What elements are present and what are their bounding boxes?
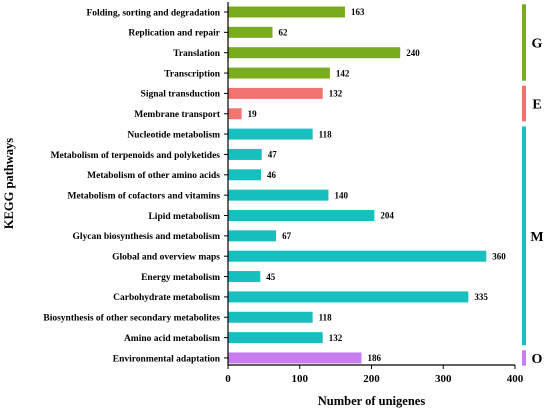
bar-nucleotide-metabolism: [228, 128, 313, 140]
category-label: Amino acid metabolism: [124, 334, 220, 344]
value-label: 118: [319, 129, 333, 139]
value-label: 67: [282, 231, 292, 241]
bar-membrane-transport: [228, 108, 242, 120]
value-label: 19: [248, 109, 258, 119]
value-label: 240: [406, 48, 420, 58]
bar-signal-transduction: [228, 87, 323, 99]
value-label: 132: [329, 89, 343, 99]
value-label: 163: [351, 7, 365, 17]
group-brackets: G E M O: [522, 4, 544, 367]
category-label: Replication and repair: [128, 29, 220, 39]
x-tick-label: 200: [363, 373, 380, 385]
x-tick-label: 100: [292, 373, 309, 385]
bars-layer: [228, 6, 487, 364]
value-label: 335: [474, 292, 488, 302]
value-label: 360: [492, 251, 506, 261]
value-label: 132: [329, 333, 343, 343]
bar-metabolism-of-terpenoids-and-polyketides: [228, 148, 262, 160]
category-label: Carbohydrate metabolism: [113, 293, 220, 303]
bar-translation: [228, 47, 401, 59]
group-bracket-o: [522, 350, 526, 366]
category-label: Environmental adaptation: [113, 354, 221, 364]
bar-environmental-adaptation: [228, 352, 362, 364]
bar-biosynthesis-of-other-secondary-metabolites: [228, 311, 313, 323]
bar-global-and-overview-maps: [228, 250, 487, 262]
category-label: Transcription: [164, 69, 220, 79]
group-label-e: E: [532, 98, 541, 113]
category-label: Lipid metabolism: [148, 212, 220, 222]
category-label: Metabolism of other amino acids: [87, 171, 220, 181]
category-label: Folding, sorting and degradation: [86, 8, 220, 18]
category-label: Global and overview maps: [112, 253, 220, 263]
bar-folding-sorting-and-degradation: [228, 6, 345, 18]
value-label: 204: [380, 211, 394, 221]
group-label-o: O: [532, 352, 543, 367]
group-bracket-g: [522, 4, 526, 81]
category-label: Signal transduction: [141, 90, 221, 100]
value-label: 45: [266, 272, 276, 282]
category-label: Biosynthesis of other secondary metaboli…: [43, 314, 220, 324]
bar-metabolism-of-cofactors-and-vitamins: [228, 189, 329, 201]
category-label: Energy metabolism: [141, 273, 220, 283]
category-labels: Folding, sorting and degradation Replicat…: [43, 8, 220, 364]
bar-carbohydrate-metabolism: [228, 291, 469, 303]
value-label: 118: [319, 312, 333, 322]
group-bracket-m: [522, 126, 526, 346]
category-label: Metabolism of cofactors and vitamins: [67, 191, 220, 201]
category-label: Glycan biosynthesis and metabolism: [72, 232, 220, 242]
bar-lipid-metabolism: [228, 210, 375, 221]
category-label: Membrane transport: [134, 110, 221, 120]
bar-energy-metabolism: [228, 271, 261, 283]
group-label-m: M: [530, 230, 543, 245]
bar-amino-acid-metabolism: [228, 332, 323, 344]
value-label: 47: [268, 150, 278, 160]
bar-replication-and-repair: [228, 26, 273, 38]
bar-glycan-biosynthesis-and-metabolism: [228, 230, 277, 242]
group-bracket-e: [522, 85, 526, 122]
value-label: 46: [267, 170, 277, 180]
value-label: 186: [367, 353, 381, 363]
bar-metabolism-of-other-amino-acids: [228, 169, 261, 181]
x-axis-title: Number of unigenes: [318, 394, 426, 408]
x-tick-label: 400: [507, 373, 524, 385]
category-label: Translation: [173, 49, 221, 59]
x-tick-label: 300: [435, 373, 452, 385]
category-label: Metabolism of terpenoids and polyketides: [51, 151, 221, 161]
x-tick-label: 0: [225, 373, 231, 385]
category-label: Nucleotide metabolism: [127, 130, 220, 140]
value-labels: 163 62 240 142 132 19 118 47 46 140 204 67 360 45 335 1…: [248, 7, 507, 363]
value-label: 140: [334, 190, 348, 200]
value-label: 142: [336, 68, 350, 78]
y-axis-title: KEGG pathways: [2, 138, 16, 229]
axes: 0 100 200 300 400: [224, 2, 524, 385]
value-label: 62: [278, 28, 288, 38]
bar-transcription: [228, 67, 330, 79]
group-label-g: G: [532, 37, 543, 52]
